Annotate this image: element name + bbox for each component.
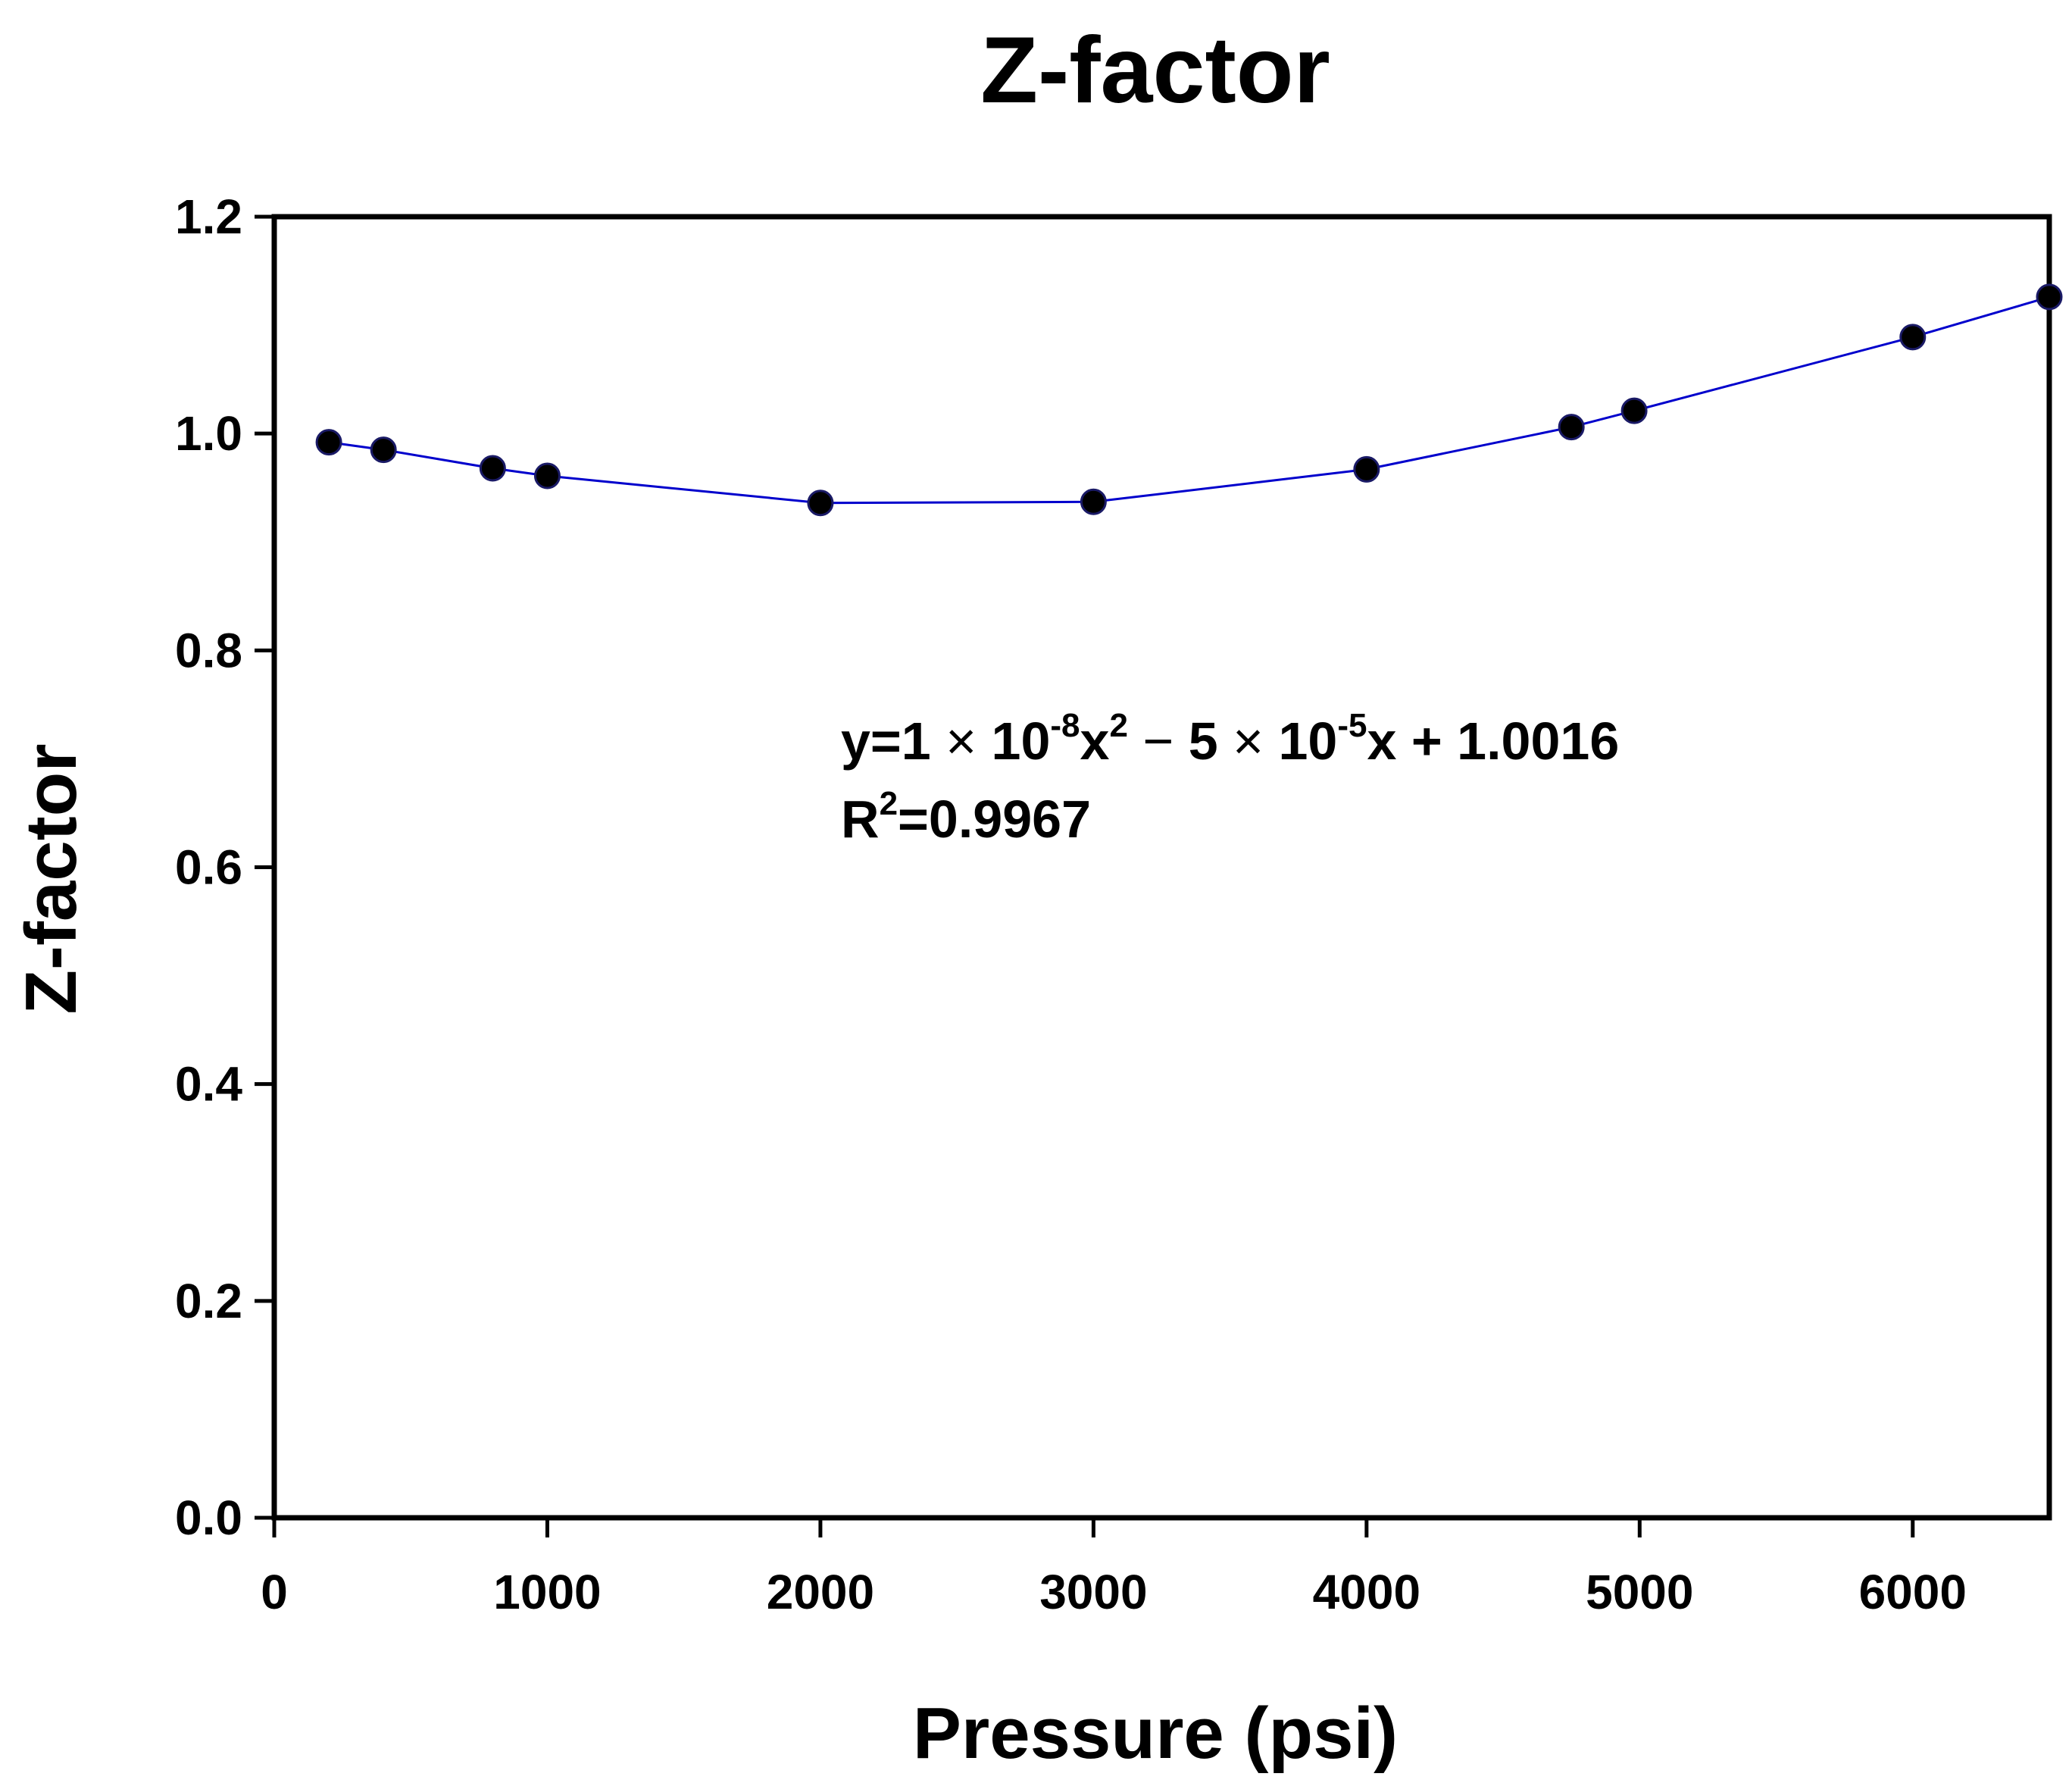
y-tick-label: 0.2	[175, 1274, 242, 1328]
x-tick-label: 3000	[1039, 1565, 1147, 1619]
eq-exp-2: -5	[1337, 707, 1367, 744]
x-tick-label: 6000	[1859, 1565, 1967, 1619]
r-squared: R2=0.9967	[841, 785, 1091, 849]
eq-exp-1: -8	[1050, 707, 1080, 744]
y-tick-label: 0.6	[175, 840, 242, 895]
series-line	[328, 296, 2050, 505]
x-tick-label: 2000	[767, 1565, 874, 1619]
r2-pow: 2	[880, 785, 898, 822]
y-tick-label: 0.0	[175, 1490, 242, 1545]
x-tick-label: 1000	[493, 1565, 601, 1619]
data-point	[370, 436, 397, 464]
y-tick-label: 0.4	[175, 1057, 242, 1112]
eq-base-1: 10	[977, 712, 1050, 771]
eq-minus: −	[1128, 712, 1189, 771]
y-axis-label: Z-factor	[11, 743, 92, 1014]
data-point	[533, 462, 561, 490]
r2-value: =0.9967	[898, 790, 1091, 849]
data-point	[1353, 455, 1380, 483]
x-axis-label: Pressure (psi)	[913, 1693, 1398, 1774]
y-tick-label: 1.2	[175, 189, 242, 244]
x-tick-label: 0	[261, 1565, 288, 1619]
eq-pow-1: 2	[1109, 707, 1127, 744]
data-series	[315, 283, 2063, 517]
eq-var-1: x	[1080, 712, 1110, 771]
eq-base-2: 10	[1264, 712, 1337, 771]
y-tick-label: 0.8	[175, 623, 242, 677]
x-tick-label: 5000	[1586, 1565, 1693, 1619]
eq-times-2: ×	[1233, 712, 1264, 771]
eq-times-1: ×	[945, 712, 977, 771]
data-point	[807, 490, 834, 517]
fit-equation: y=1 × 10-8x2 − 5 × 10-5x + 1.0016	[841, 707, 1619, 771]
data-point	[2036, 283, 2063, 311]
eq-coef-2: 5	[1189, 712, 1233, 771]
eq-var-2: x + 1.0016	[1367, 712, 1619, 771]
chart-title: Z-factor	[980, 18, 1330, 123]
eq-prefix: y=1	[841, 712, 945, 771]
r2-prefix: R	[841, 790, 880, 849]
data-point	[1620, 397, 1648, 424]
y-tick-label: 1.0	[175, 406, 242, 461]
y-axis-ticks: 0.0 0.2 0.4 0.6 0.8 1.0 1.2	[175, 189, 274, 1545]
data-point	[1899, 324, 1927, 351]
data-point	[1080, 488, 1107, 515]
x-tick-label: 4000	[1313, 1565, 1420, 1619]
data-point	[1558, 414, 1585, 441]
data-point	[479, 455, 506, 482]
x-axis-ticks: 0 1000 2000 3000 4000 5000 6000	[261, 1518, 1967, 1619]
data-point	[315, 429, 342, 456]
plot-frame	[271, 214, 2052, 1521]
